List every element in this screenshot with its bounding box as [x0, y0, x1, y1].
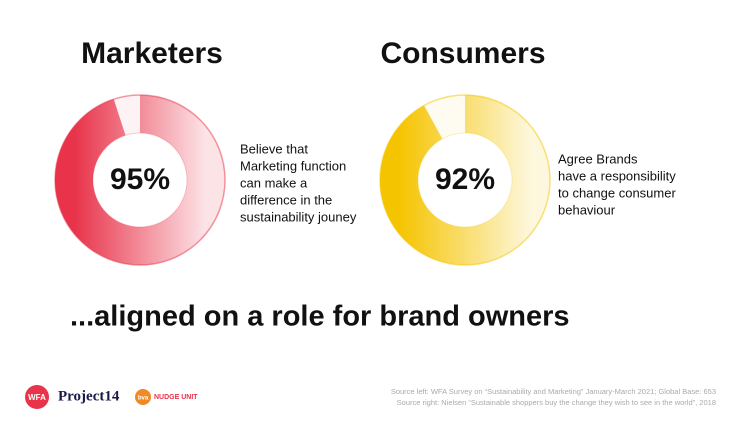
description-line: Marketing function — [240, 158, 346, 173]
value-label: 92% — [435, 163, 495, 196]
description-line: sustainability jouney — [240, 209, 357, 224]
bva-badge — [135, 389, 151, 405]
ring-outline — [54, 94, 226, 266]
headline: ...aligned on a role for brand owners — [70, 301, 570, 333]
logo: NUDGE UNIT — [154, 394, 198, 401]
description-line: have a responsibility — [558, 168, 676, 183]
description-line: to change consumer — [558, 185, 676, 200]
logo: WFA — [28, 393, 46, 402]
source: Source left: WFA Survey on “Sustainabili… — [391, 387, 716, 396]
logo: Project14 — [58, 388, 120, 404]
ring-outline — [379, 94, 551, 266]
logo: bva — [138, 396, 149, 402]
ring-inner — [417, 132, 513, 228]
value-label: 95% — [110, 163, 170, 196]
chart-title: Consumers — [380, 37, 545, 70]
ring-inner — [92, 132, 188, 228]
description-line: can make a — [240, 175, 308, 190]
description-line: Believe that — [240, 141, 308, 156]
wfa-badge — [25, 385, 49, 409]
chart-title: Marketers — [81, 37, 223, 70]
description-line: difference in the — [240, 192, 332, 207]
description-line: Agree Brands — [558, 151, 638, 166]
donut-arc — [55, 95, 225, 265]
source: Source right: Nielsen “Sustainable shopp… — [397, 398, 716, 407]
donut-arc — [380, 95, 550, 265]
description-line: behaviour — [558, 202, 616, 217]
